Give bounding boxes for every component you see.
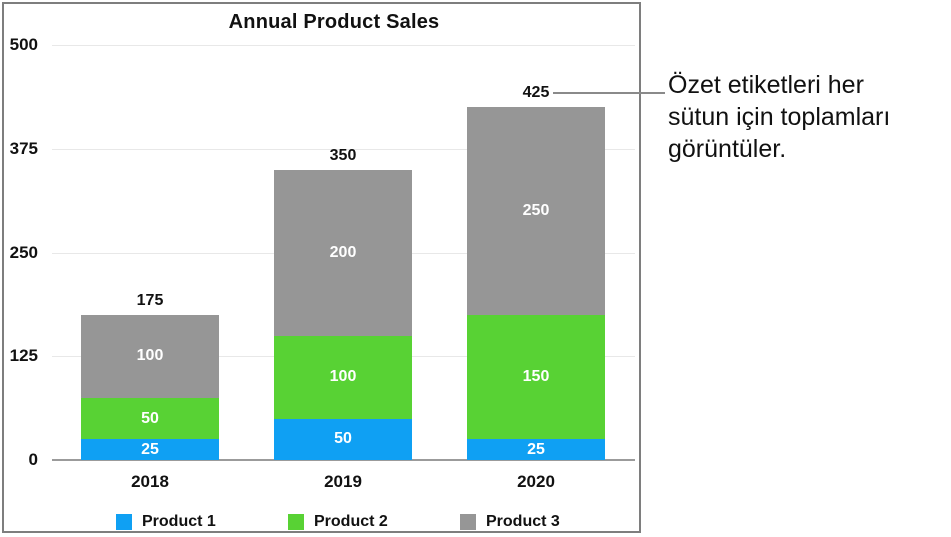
gridline-500 <box>52 45 635 46</box>
callout-text-line-2: sütun için toplamları <box>668 103 891 131</box>
bar-2019-product-2[interactable]: 100 <box>274 335 412 419</box>
legend-swatch-icon <box>288 513 304 530</box>
segment-value-label: 25 <box>527 440 545 458</box>
bar-2020-product-1[interactable]: 25 <box>467 439 605 460</box>
x-axis-label-2020: 2020 <box>517 472 555 491</box>
chart-title: Annual Product Sales <box>228 11 440 33</box>
callout-text-line-1: Özet etiketleri her <box>668 71 864 99</box>
y-axis-tick-125: 125 <box>9 346 38 366</box>
bar-2019-product-3[interactable]: 200 <box>274 169 412 336</box>
legend-label: Product 2 <box>314 512 388 530</box>
x-axis-label-2019: 2019 <box>324 472 362 491</box>
legend-label: Product 3 <box>486 512 560 530</box>
legend-item-product-1[interactable]: Product 1 <box>116 513 216 530</box>
summary-total-label-2018: 175 <box>136 291 164 309</box>
bar-2019-product-1[interactable]: 50 <box>274 418 412 460</box>
segment-value-label: 150 <box>522 368 550 385</box>
callout-connector-line <box>553 92 665 94</box>
y-axis-tick-500: 500 <box>9 35 38 54</box>
x-axis-label-2018: 2018 <box>131 472 169 491</box>
segment-value-label: 50 <box>334 430 352 448</box>
x-axis-line <box>52 459 635 461</box>
segment-value-label: 100 <box>329 368 357 385</box>
legend-item-product-2[interactable]: Product 2 <box>288 513 388 530</box>
y-axis-tick-0: 0 <box>28 450 38 469</box>
segment-value-label: 25 <box>141 440 159 458</box>
bar-2018-product-1[interactable]: 25 <box>81 439 219 460</box>
bar-2020-product-2[interactable]: 150 <box>467 314 605 440</box>
bar-2018-product-3[interactable]: 100 <box>81 314 219 398</box>
bar-2020-product-3[interactable]: 250 <box>467 107 605 315</box>
bar-2018-product-2[interactable]: 50 <box>81 397 219 440</box>
callout-text-line-3: görüntüler. <box>668 135 787 163</box>
summary-total-label-2019: 350 <box>329 146 357 164</box>
segment-value-label: 200 <box>329 243 357 261</box>
legend-item-product-3[interactable]: Product 3 <box>460 513 560 530</box>
gridline-375 <box>52 148 635 150</box>
y-axis-tick-250: 250 <box>9 242 38 262</box>
callout-text: Özet etiketleri her sütun için toplamlar… <box>668 69 951 165</box>
segment-value-label: 250 <box>522 202 550 219</box>
summary-total-label-2020: 425 <box>522 84 550 102</box>
legend-label: Product 1 <box>142 512 216 530</box>
stacked-bar-chart-panel[interactable]: Annual Product Sales 0 125 250 375 500 25 50 10… <box>2 2 641 533</box>
segment-value-label: 100 <box>136 347 164 365</box>
segment-value-label: 50 <box>141 409 159 427</box>
legend-swatch-icon <box>460 513 476 530</box>
legend-swatch-icon <box>116 513 132 530</box>
y-axis-tick-375: 375 <box>9 138 38 158</box>
